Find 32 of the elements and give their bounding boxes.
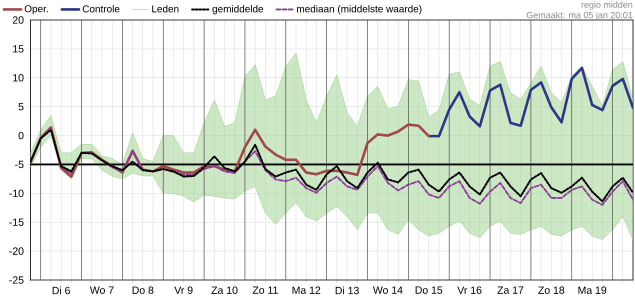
- line-series: [427, 66, 634, 138]
- x-tick-label: Di 13: [336, 286, 359, 294]
- x-tick-label: Za 10: [211, 286, 238, 294]
- y-tick-label: -15: [9, 218, 24, 226]
- text: regio midden: [582, 1, 632, 10]
- x-tick-label: Za 17: [497, 286, 524, 294]
- y-tick-label: 20: [12, 16, 24, 24]
- legend-label: Leden: [152, 5, 178, 12]
- x-tick-label: Do 8: [132, 286, 154, 294]
- x-tick-label: Di 6: [52, 286, 70, 294]
- y-tick-label: -5: [15, 160, 24, 168]
- legend-label: mediaan (middelste waarde): [297, 5, 422, 14]
- annotation: Gemaakt: ma 05 jan 20:01: [526, 12, 632, 20]
- y-tick-label: -10: [9, 190, 24, 198]
- y-tick-label: 10: [13, 74, 24, 82]
- y-tick-label: 0: [18, 132, 24, 140]
- x-tick-label: Ma 12: [292, 286, 320, 294]
- x-tick-label: Do 15: [416, 286, 442, 294]
- x-tick-label: Vr 16: [457, 286, 482, 294]
- x-tick-label: Vr 9: [174, 286, 193, 294]
- x-tick-label: Wo 14: [372, 286, 403, 294]
- legend-label: Controle: [82, 5, 120, 12]
- x-tick-label: Ma 19: [578, 286, 606, 294]
- y-tick-label: -25: [9, 276, 24, 284]
- legend-label: Oper.: [24, 5, 48, 14]
- y-tick-label: 15: [13, 45, 24, 53]
- x-tick-label: Zo 18: [538, 286, 564, 294]
- y-tick-label: 5: [18, 103, 24, 110]
- x-tick-label: Wo 7: [90, 286, 114, 294]
- x-tick-label: Zo 11: [252, 286, 278, 294]
- legend-label: gemiddelde: [212, 5, 264, 14]
- y-tick-label: -20: [9, 247, 24, 255]
